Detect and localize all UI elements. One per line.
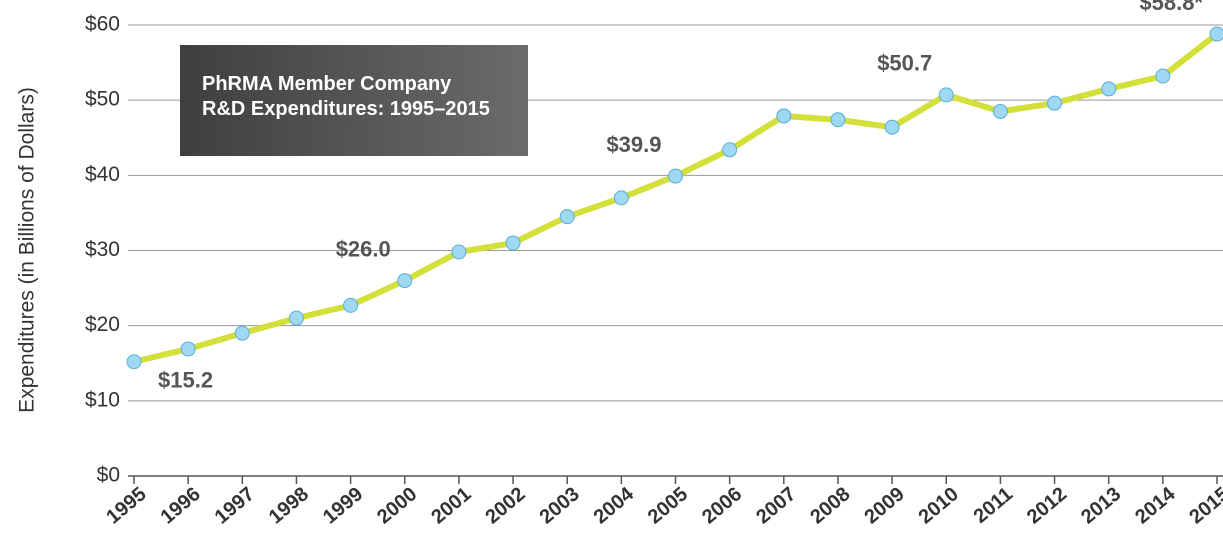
value-label: $15.2 <box>158 368 213 393</box>
y-tick-label: $0 <box>97 464 120 487</box>
x-tick-label: 1996 <box>157 483 205 528</box>
x-tick-label: 2012 <box>1023 483 1071 528</box>
marker <box>830 112 846 128</box>
marker <box>180 341 196 357</box>
marker <box>126 354 142 370</box>
marker <box>1155 68 1171 84</box>
x-tick-label: 2015 <box>1185 483 1223 528</box>
x-tick-label: 1995 <box>102 483 150 528</box>
y-tick-label: $10 <box>85 388 120 411</box>
marker <box>1101 81 1117 97</box>
x-tick-label: 1999 <box>319 483 367 528</box>
y-tick-label: $50 <box>85 88 120 111</box>
marker <box>776 108 792 124</box>
marker <box>884 119 900 135</box>
x-tick-label: 2014 <box>1131 482 1180 528</box>
marker <box>559 209 575 225</box>
marker <box>505 235 521 251</box>
marker <box>1209 26 1223 42</box>
x-tick-label: 2011 <box>970 483 1017 528</box>
chart-title: PhRMA Member Company R&D Expenditures: 1… <box>202 73 490 120</box>
value-label: $26.0 <box>336 236 391 261</box>
x-tick-label: 1997 <box>211 483 259 528</box>
marker <box>451 244 467 260</box>
y-tick-label: $40 <box>85 163 120 186</box>
x-tick-label: 2004 <box>590 482 639 528</box>
marker <box>288 310 304 326</box>
marker <box>397 273 413 289</box>
value-label: $58.8* <box>1139 0 1203 15</box>
x-tick-label: 2013 <box>1077 483 1125 528</box>
x-tick-label: 2008 <box>806 483 854 528</box>
marker <box>938 87 954 103</box>
marker <box>722 142 738 158</box>
x-tick-label: 2009 <box>860 483 908 528</box>
value-label: $39.9 <box>606 132 661 157</box>
value-label: $50.7 <box>877 51 932 76</box>
y-tick-label: $20 <box>85 313 120 336</box>
x-tick-label: 2003 <box>536 483 584 528</box>
x-tick-label: 2000 <box>373 483 421 528</box>
x-tick-label: 2010 <box>915 483 963 528</box>
x-tick-label: 2007 <box>752 483 800 528</box>
x-tick-label: 2006 <box>698 483 746 528</box>
marker <box>613 190 629 206</box>
marker <box>992 103 1008 119</box>
marker <box>668 168 683 184</box>
marker <box>343 297 359 313</box>
y-axis-label: Expenditures (in Billions of Dollars) <box>16 87 39 413</box>
x-tick-label: 1998 <box>265 483 313 528</box>
title-box: PhRMA Member Company R&D Expenditures: 1… <box>180 45 528 156</box>
x-tick-label: 2005 <box>644 483 692 528</box>
x-tick-label: 2002 <box>481 483 529 528</box>
marker <box>234 325 250 341</box>
marker <box>1047 95 1063 111</box>
x-tick-label: 2001 <box>427 483 475 528</box>
y-tick-label: $60 <box>85 13 120 36</box>
y-tick-label: $30 <box>85 238 120 261</box>
